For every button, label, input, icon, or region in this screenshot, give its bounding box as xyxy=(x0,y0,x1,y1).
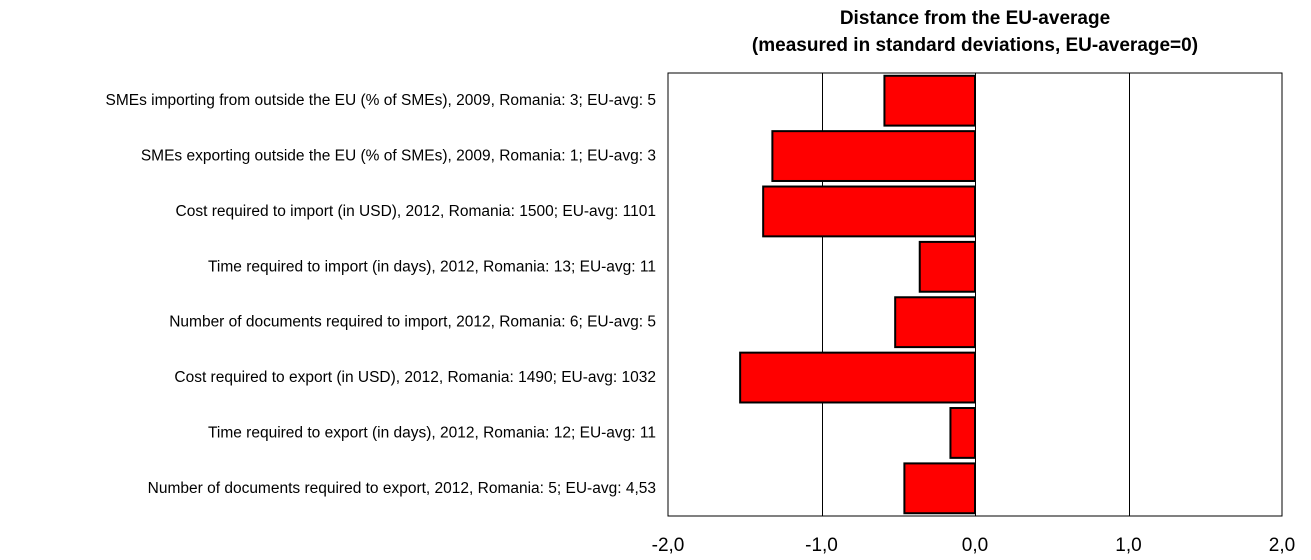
category-label-3: Cost required to import (in USD), 2012, … xyxy=(176,203,656,220)
x-tick-label: 2,0 xyxy=(1269,535,1295,556)
x-tick-label: -1,0 xyxy=(805,535,838,556)
bar-8 xyxy=(903,462,977,515)
x-tick-label: 0,0 xyxy=(962,535,988,556)
bar-5 xyxy=(894,296,976,349)
category-label-4: Time required to import (in days), 2012,… xyxy=(208,258,656,275)
x-tick-label: 1,0 xyxy=(1115,535,1141,556)
bar-3 xyxy=(762,185,976,238)
bar-4 xyxy=(918,240,976,293)
category-label-6: Cost required to export (in USD), 2012, … xyxy=(174,369,656,386)
category-label-8: Number of documents required to export, … xyxy=(148,480,656,497)
chart-subtitle: (measured in standard deviations, EU-ave… xyxy=(752,35,1198,56)
category-labels: SMEs importing from outside the EU (% of… xyxy=(106,92,656,497)
bar-1 xyxy=(883,74,976,127)
bar-2 xyxy=(771,130,976,182)
category-label-2: SMEs exporting outside the EU (% of SMEs… xyxy=(141,148,656,165)
category-label-5: Number of documents required to import, … xyxy=(169,314,656,331)
category-label-1: SMEs importing from outside the EU (% of… xyxy=(106,92,656,109)
x-axis-tick-labels: -2,0 -1,0 0,0 1,0 2,0 xyxy=(652,535,1296,556)
bar-7 xyxy=(949,407,977,459)
category-label-7: Time required to export (in days), 2012,… xyxy=(208,424,656,441)
chart-title-group: Distance from the EU-average (measured i… xyxy=(752,8,1198,56)
bar-6 xyxy=(739,351,977,404)
bars xyxy=(739,74,977,515)
chart-title: Distance from the EU-average xyxy=(840,8,1110,29)
x-tick-label: -2,0 xyxy=(652,535,685,556)
